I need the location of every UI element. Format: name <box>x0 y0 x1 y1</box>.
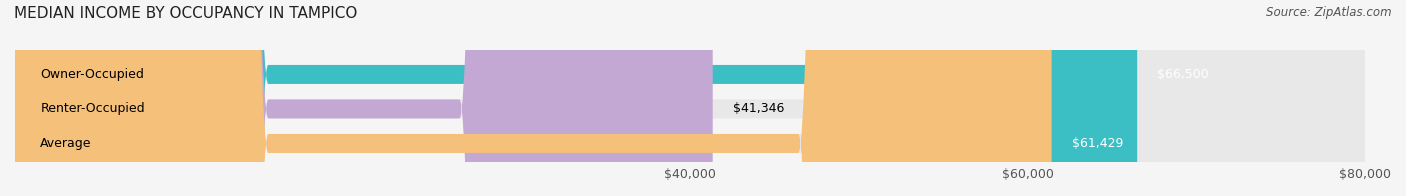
FancyBboxPatch shape <box>15 0 1365 196</box>
Text: MEDIAN INCOME BY OCCUPANCY IN TAMPICO: MEDIAN INCOME BY OCCUPANCY IN TAMPICO <box>14 6 357 21</box>
FancyBboxPatch shape <box>15 0 713 196</box>
Text: $66,500: $66,500 <box>1157 68 1209 81</box>
FancyBboxPatch shape <box>15 0 1365 196</box>
Text: Source: ZipAtlas.com: Source: ZipAtlas.com <box>1267 6 1392 19</box>
Text: $41,346: $41,346 <box>733 103 785 115</box>
FancyBboxPatch shape <box>15 0 1052 196</box>
Text: Renter-Occupied: Renter-Occupied <box>41 103 145 115</box>
FancyBboxPatch shape <box>15 0 1365 196</box>
Text: Average: Average <box>41 137 91 150</box>
Text: Owner-Occupied: Owner-Occupied <box>41 68 145 81</box>
Text: $61,429: $61,429 <box>1071 137 1123 150</box>
FancyBboxPatch shape <box>15 0 1137 196</box>
